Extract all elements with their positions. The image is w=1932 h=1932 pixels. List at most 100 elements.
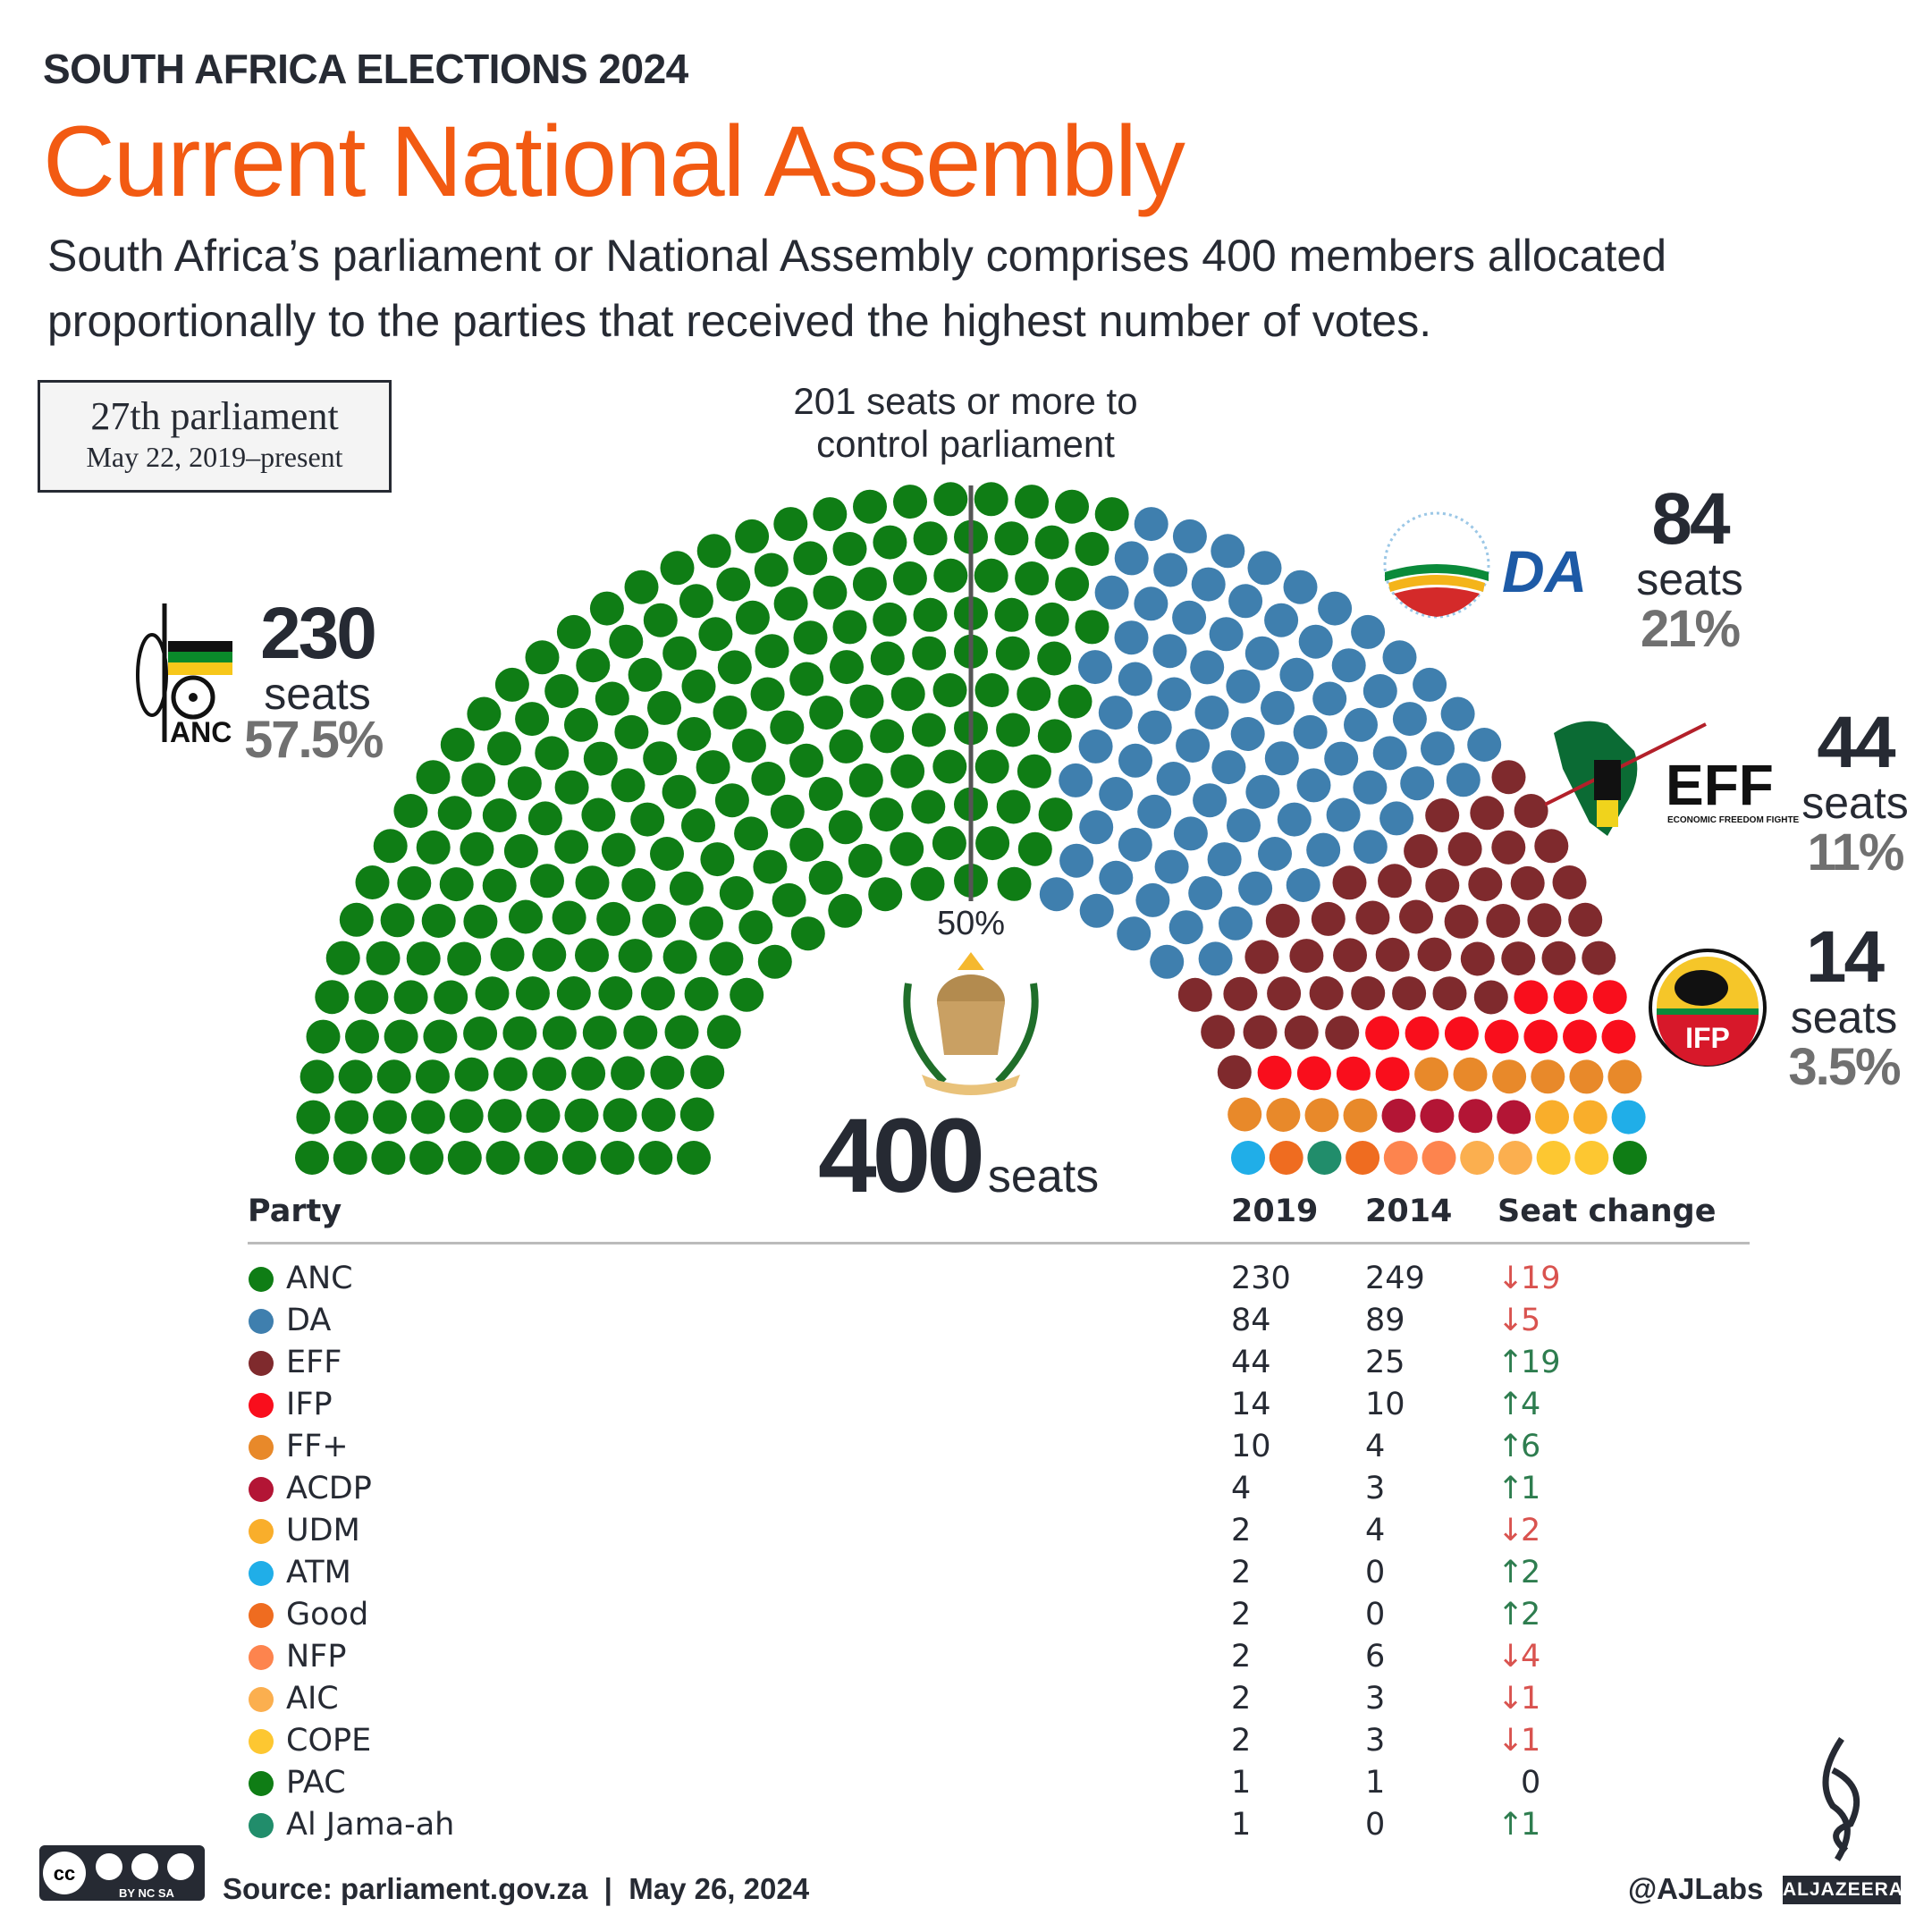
seat-anc [848,763,883,797]
seat-anc [698,617,733,652]
seat-anc [561,1141,596,1175]
seat-da [1150,944,1185,979]
seat-da [1324,741,1359,776]
seat-anc [460,831,494,866]
seat-da [1190,650,1225,685]
seat-da [1244,636,1279,671]
seat-anc [515,976,550,1011]
party-name: FF+ [286,1428,349,1464]
seat-anc [770,710,805,745]
seats-2019: 2 [1231,1554,1252,1590]
eff-callout: 44 seats 11% [1797,706,1913,880]
seat-eff [1468,867,1503,902]
seat-eff [1501,941,1536,976]
seat-da [1157,677,1192,712]
seat-atm [1231,1141,1265,1175]
seat-anc [423,1019,458,1054]
seat-change: ↓2 [1498,1509,1750,1551]
seat-ifp [1405,1016,1439,1050]
seat-anc [650,1055,685,1090]
seat-atm [1611,1100,1646,1135]
seat-da [1118,743,1152,778]
seat-da [1117,916,1152,951]
seat-anc [696,534,731,569]
hemicycle-chart [295,482,1647,1175]
party-name: UDM [286,1512,360,1548]
seat-eff [1311,901,1346,936]
seat-anc [628,657,662,692]
seat-da [1245,774,1280,809]
seat-anc [669,871,704,906]
seat-ff- [1492,1059,1527,1094]
seat-anc [415,1059,450,1094]
seat-anc [611,1056,645,1091]
seat-anc [463,904,498,939]
seat-acdp [1458,1099,1493,1134]
seat-change: ↓5 [1498,1299,1750,1341]
seat-ifp [1484,1019,1519,1054]
seat-da [1211,750,1246,785]
table-row: IFP 14 10 ↑4 [248,1383,1750,1425]
seat-da [1114,620,1149,655]
seat-anc [393,794,428,828]
creative-commons-license-icon: cc BY NC SA [39,1845,205,1901]
seat-da [1264,603,1299,637]
seat-anc [339,902,374,937]
party-color-dot [249,1602,274,1628]
seat-ifp [1601,1019,1636,1054]
seat-eff [1552,865,1587,899]
seat-anc [532,1057,567,1092]
seat-da [1264,741,1299,776]
seat-acdp [1497,1100,1531,1135]
seat-anc [300,1059,334,1094]
anc-callout: 230 seats [241,597,393,719]
seat-al-jama-ah [1307,1141,1342,1175]
seat-da [1207,842,1242,877]
seat-anc [750,677,785,712]
seat-anc [996,789,1031,824]
seat-da [1379,801,1414,836]
seat-anc [1017,677,1051,712]
seat-anc [773,507,808,542]
seat-anc [640,976,675,1011]
seat-anc [813,575,848,610]
table-row: EFF 44 25 ↑19 [248,1341,1750,1383]
seat-eff [1425,798,1460,832]
anc-pct: 57.5% [244,711,384,769]
seat-change: ↑1 [1498,1467,1750,1509]
seat-eff [1425,868,1460,903]
party-color-dot [249,1686,274,1712]
seat-anc [996,713,1031,747]
seat-anc [790,916,825,951]
seat-anc [1075,610,1109,645]
seat-da [1118,827,1152,862]
seat-anc [371,1141,406,1175]
seat-anc [852,567,887,602]
ifp-logo-text: IFP [1685,1022,1730,1054]
seat-eff [1267,976,1302,1011]
seat-change-value: 2 [1521,1512,1541,1548]
seat-anc [1015,561,1050,595]
seat-anc [1017,754,1051,789]
seat-change-value: 4 [1521,1638,1541,1675]
parliament-box: 27th parliament May 22, 2019–present [38,380,392,493]
seat-da [1467,728,1502,762]
seat-anc [454,1057,489,1092]
seat-anc [913,597,948,632]
seat-da [1286,868,1320,902]
seat-anc [997,866,1032,901]
seat-anc [406,941,441,976]
seats-2019: 14 [1231,1386,1271,1422]
arrow-down-icon: ↓ [1498,1722,1524,1759]
seat-anc [526,1098,561,1133]
seat-anc [1037,641,1072,676]
seat-anc [535,736,569,771]
seat-anc [434,980,468,1015]
seat-anc [530,864,564,899]
ajlabs-handle: @AJLabs [1628,1872,1764,1905]
seat-da [1172,600,1207,635]
seat-anc [789,743,823,778]
anc-seats-label: seats [264,669,371,719]
seat-eff [1201,1015,1236,1050]
seat-anc [556,614,591,649]
